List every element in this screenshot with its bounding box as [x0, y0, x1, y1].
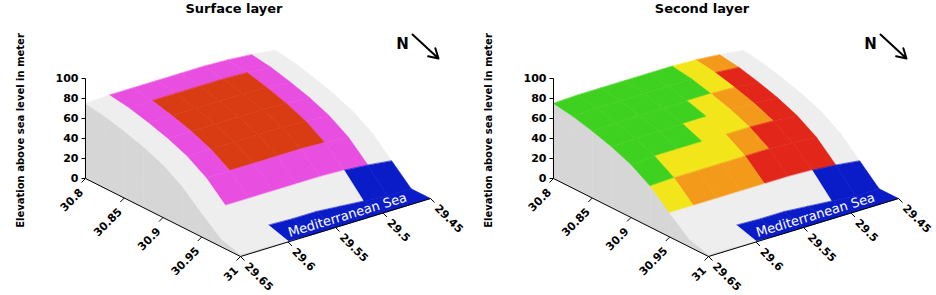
svg-text:31: 31	[689, 264, 709, 284]
svg-text:Elevation above sea level in m: Elevation above sea level in meter	[483, 33, 494, 228]
svg-text:60: 60	[63, 112, 79, 125]
svg-text:20: 20	[531, 152, 547, 165]
svg-text:0: 0	[539, 172, 547, 185]
svg-text:30.85: 30.85	[559, 205, 593, 239]
svg-text:29.6: 29.6	[289, 245, 318, 274]
svg-text:29.45: 29.45	[432, 202, 466, 236]
svg-text:Mediterranean Sea: Mediterranean Sea	[754, 190, 876, 240]
svg-text:30.8: 30.8	[58, 186, 86, 214]
svg-text:40: 40	[63, 132, 79, 145]
svg-text:29.5: 29.5	[384, 216, 412, 244]
html-text:Surface layer: Surface layer	[185, 1, 283, 16]
svg-text:29.45: 29.45	[900, 202, 934, 236]
svg-text:0: 0	[71, 172, 79, 185]
svg-text:30.95: 30.95	[637, 244, 671, 278]
svg-text:80: 80	[531, 92, 547, 105]
svg-text:100: 100	[524, 72, 547, 85]
svg-text:29.6: 29.6	[757, 245, 786, 274]
svg-text:29.55: 29.55	[337, 231, 371, 265]
svg-text:29.5: 29.5	[852, 216, 880, 244]
svg-text:Elevation above sea level in m: Elevation above sea level in meter	[15, 33, 26, 228]
svg-text:100: 100	[56, 72, 79, 85]
svg-text:20: 20	[63, 152, 79, 165]
svg-text:29.65: 29.65	[242, 260, 276, 293]
svg-text:29.65: 29.65	[710, 260, 744, 293]
svg-text:60: 60	[531, 112, 547, 125]
svg-text:30.9: 30.9	[135, 225, 163, 253]
svg-text:30.9: 30.9	[603, 225, 631, 253]
svg-text:N: N	[864, 35, 877, 53]
svg-text:31: 31	[221, 264, 241, 284]
html-text:Second layer: Second layer	[654, 1, 750, 16]
svg-text:40: 40	[531, 132, 547, 145]
svg-text:30.85: 30.85	[91, 205, 125, 239]
svg-text:29.55: 29.55	[805, 231, 839, 265]
svg-text:80: 80	[63, 92, 79, 105]
svg-text:Mediterranean Sea: Mediterranean Sea	[286, 190, 408, 240]
svg-text:30.8: 30.8	[526, 186, 554, 214]
svg-text:30.95: 30.95	[169, 244, 203, 278]
svg-text:N: N	[396, 35, 409, 53]
